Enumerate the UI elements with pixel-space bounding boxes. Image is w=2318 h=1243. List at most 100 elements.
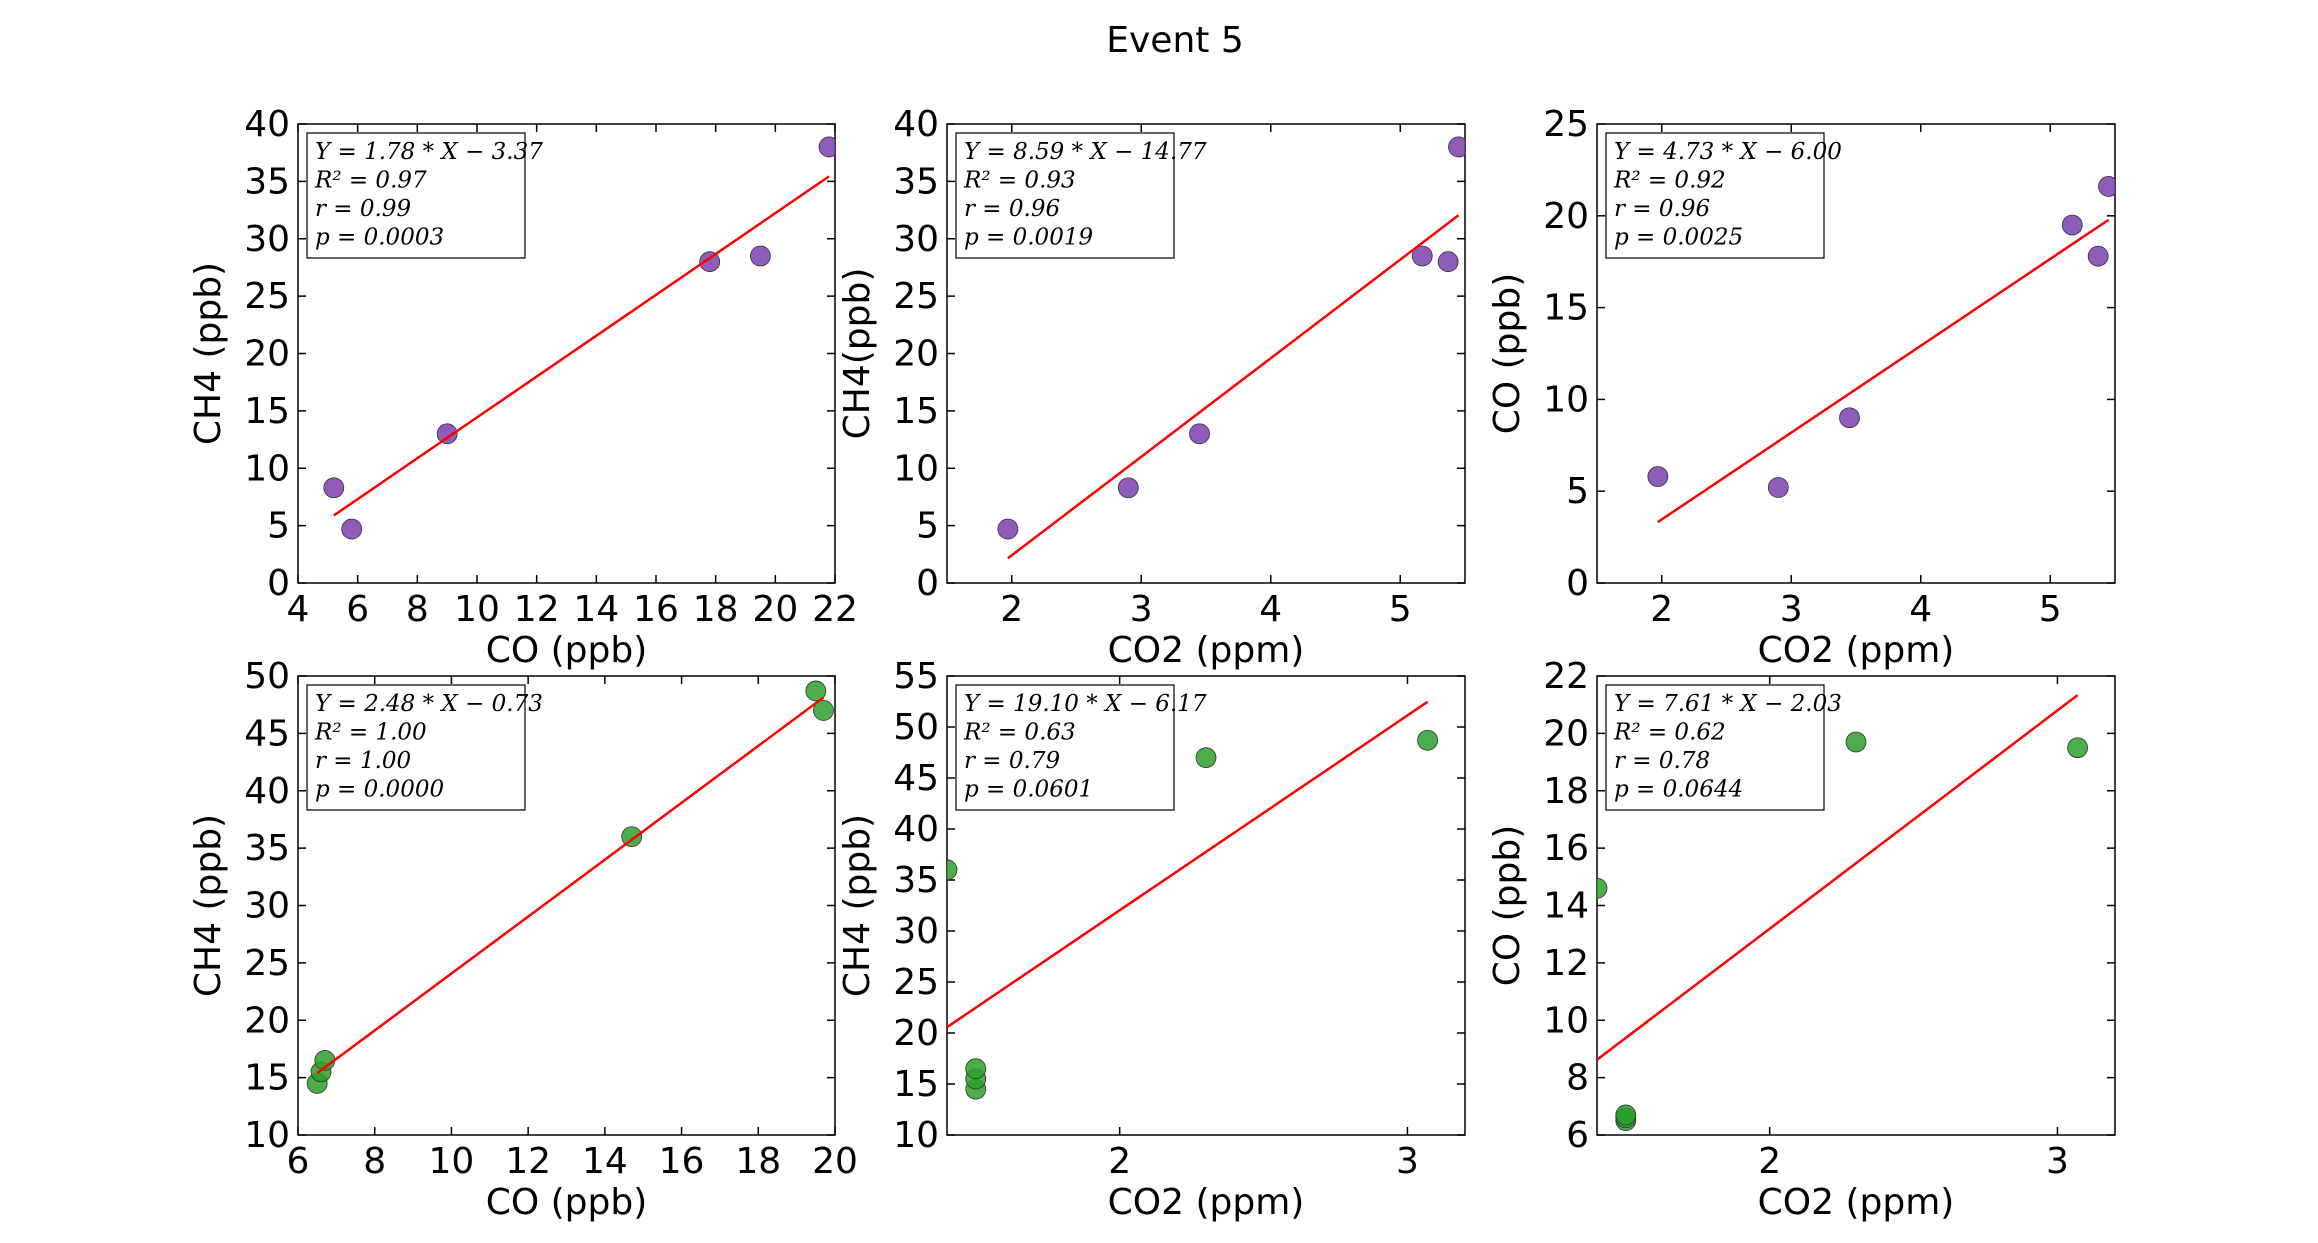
x-tick-label: 8 (363, 1141, 386, 1182)
data-point (1195, 747, 1217, 768)
x-tick-label: 2 (1650, 589, 1673, 630)
plot-area (1597, 694, 2088, 1132)
data-point (965, 1058, 987, 1080)
scatter-panel-3: 2 3 4 5 0 5 10 15 20 25 CO2 (ppm) CO (ppb) Y = 4.73 … (1487, 104, 2116, 671)
stats-line: R² = 0.93 (963, 168, 1076, 194)
x-tick-label: 16 (633, 589, 679, 630)
y-tick-label: 0 (1566, 563, 1589, 604)
y-tick-label: 20 (1543, 713, 1589, 754)
x-tick-label: 3 (2046, 1141, 2069, 1182)
y-tick-label: 10 (1543, 1000, 1589, 1041)
x-tick-label: 12 (505, 1141, 551, 1182)
y-tick-label: 20 (244, 334, 290, 375)
y-tick-label: 50 (893, 707, 939, 748)
y-tick-label: 10 (244, 448, 290, 489)
data-point (1597, 877, 1608, 899)
stats-line: r = 0.99 (315, 196, 411, 222)
stats-box (306, 132, 526, 259)
stats-line: p = 0.0003 (315, 225, 444, 251)
axes-frame (1596, 123, 2116, 584)
y-tick-label: 10 (893, 448, 939, 489)
x-tick-label: 18 (735, 1141, 781, 1182)
y-tick-label: 35 (893, 161, 939, 202)
stats-line: r = 0.78 (1614, 748, 1710, 774)
stats-box (1605, 132, 1825, 259)
x-tick-label: 5 (1389, 589, 1412, 630)
plot-area (323, 136, 835, 540)
x-tick-label: 2 (1000, 589, 1023, 630)
stats-line: R² = 0.97 (314, 168, 427, 194)
stats-line: Y = 19.10 * X − 6.17 (964, 691, 1207, 717)
data-point (1411, 245, 1433, 267)
y-tick-label: 20 (893, 1013, 939, 1054)
x-axis-label: CO (ppb) (486, 630, 648, 671)
data-point (2087, 245, 2109, 267)
x-tick-label: 10 (429, 1141, 475, 1182)
y-tick-label: 10 (244, 1115, 290, 1156)
y-tick-label: 30 (893, 911, 939, 952)
y-tick-label: 0 (916, 563, 939, 604)
data-point (2061, 214, 2083, 236)
y-axis-label: CO (ppb) (1487, 273, 1528, 435)
data-point (1117, 477, 1139, 499)
y-tick-label: 5 (267, 506, 290, 547)
x-tick-label: 6 (287, 1141, 310, 1182)
y-axis-label: CH4 (ppb) (837, 814, 878, 997)
stats-line: r = 0.79 (964, 748, 1060, 774)
x-tick-label: 6 (346, 589, 369, 630)
x-axis-label: CO2 (ppm) (1108, 630, 1305, 671)
plot-area (947, 700, 1438, 1100)
y-tick-label: 15 (244, 1058, 290, 1099)
stats-box (955, 132, 1175, 259)
x-tick-label: 8 (406, 589, 429, 630)
x-axis-label: CO2 (ppm) (1108, 1182, 1305, 1223)
y-tick-label: 15 (893, 391, 939, 432)
data-point (2098, 176, 2115, 197)
y-tick-label: 50 (244, 656, 290, 697)
y-tick-label: 6 (1566, 1115, 1589, 1156)
y-tick-label: 0 (267, 563, 290, 604)
y-axis-label: CO (ppb) (1487, 825, 1528, 987)
y-tick-label: 20 (244, 1000, 290, 1041)
scatter-panel-5: 2 3 10 15 20 25 30 35 40 45 50 55 CO2 (ppm) CH4 (ppb)… (837, 656, 1466, 1223)
data-point (1647, 466, 1669, 487)
y-tick-label: 10 (1543, 379, 1589, 420)
x-tick-label: 18 (693, 589, 739, 630)
x-tick-label: 2 (1108, 1141, 1131, 1182)
y-tick-label: 5 (1566, 471, 1589, 512)
data-point (947, 859, 958, 881)
data-point (1437, 251, 1459, 273)
stats-line: Y = 2.48 * X − 0.73 (315, 691, 543, 717)
y-tick-label: 22 (1543, 656, 1589, 697)
data-point (436, 423, 458, 445)
stats-line: R² = 0.63 (963, 720, 1076, 746)
x-tick-label: 22 (812, 589, 858, 630)
y-tick-label: 16 (1543, 828, 1589, 869)
data-point (1767, 477, 1789, 498)
figure-title: Event 5 (1106, 20, 1243, 61)
x-tick-label: 4 (287, 589, 310, 630)
scatter-panel-1: 4 6 8 10 12 14 16 18 20 22 0 5 10 15 20 25 30 35 40 CO (ppb… (188, 104, 858, 671)
data-point (813, 700, 834, 721)
data-point (699, 251, 721, 273)
y-tick-label: 40 (893, 104, 939, 145)
y-axis-label: CH4(ppb) (837, 268, 878, 440)
regression-line (947, 700, 1429, 1029)
x-tick-label: 20 (812, 1141, 858, 1182)
x-tick-label: 14 (573, 589, 619, 630)
stats-line: Y = 7.61 * X − 2.03 (1614, 691, 1842, 717)
y-tick-label: 30 (244, 886, 290, 927)
stats-line: R² = 0.92 (1613, 168, 1726, 194)
y-tick-label: 15 (893, 1064, 939, 1105)
x-tick-label: 12 (514, 589, 560, 630)
x-tick-label: 2 (1758, 1141, 1781, 1182)
stats-line: Y = 1.78 * X − 3.37 (315, 139, 543, 165)
scatter-panel-4: 6 8 10 12 14 16 18 20 10 15 20 25 30 35 40 45 50 CO (ppb)… (188, 656, 858, 1223)
data-point (1845, 731, 1867, 753)
stats-line: p = 0.0025 (1614, 225, 1743, 251)
y-tick-label: 35 (244, 828, 290, 869)
y-tick-label: 40 (244, 771, 290, 812)
y-tick-label: 25 (1543, 104, 1589, 145)
